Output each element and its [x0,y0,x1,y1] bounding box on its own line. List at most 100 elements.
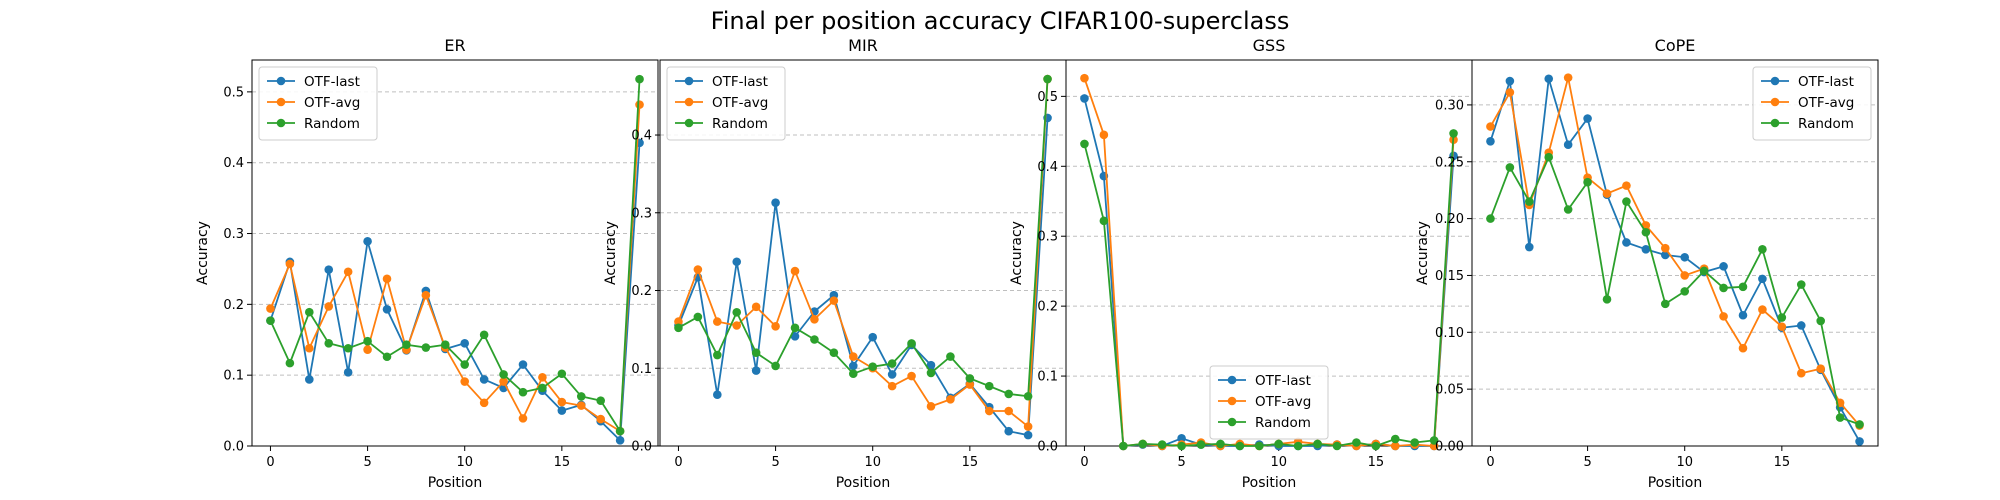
legend-marker [1227,375,1237,385]
data-point [343,368,353,377]
data-point [1023,422,1033,431]
legend-box [666,66,786,141]
data-point [615,436,625,445]
data-point [518,360,528,369]
data-point [1622,238,1631,247]
data-point [1080,73,1089,83]
x-tick-label: 0 [1080,455,1088,470]
data-point [1641,227,1651,237]
data-point [324,302,334,311]
data-point [460,360,470,369]
chart-panel-gss: 0.0 0.1 0.2 0.3 0.4 0.5 0 5 10 15 GSS Position Accur… [1009,36,1473,491]
data-point [499,370,508,379]
data-point [674,317,683,326]
data-point [1699,266,1709,276]
data-point [1525,242,1534,252]
legend-label: Random [1798,116,1854,132]
data-point [907,339,916,348]
x-axis-label: Position [836,475,891,491]
legend-label: OTF-last [712,74,768,90]
data-point [1622,181,1631,190]
data-point [1602,295,1612,304]
data-point [790,323,800,333]
data-point [1583,114,1592,123]
data-point [868,362,878,372]
data-point [1004,426,1013,436]
data-point [1583,177,1592,187]
data-point [557,397,567,407]
figure-title: Final per position accuracy CIFAR100-sup… [711,7,1290,35]
legend-label: OTF-avg [304,95,360,111]
data-point [596,396,605,405]
data-point [1758,274,1767,284]
data-point [460,339,470,348]
x-tick-label: 0 [266,455,274,470]
data-point [1119,441,1128,451]
data-point [1738,310,1748,320]
panel-title: ER [444,36,465,55]
x-tick-label: 10 [1676,455,1693,470]
data-point [984,381,994,391]
y-tick-label: 0.0 [223,440,244,455]
data-point [1254,441,1264,451]
data-point [538,383,547,393]
y-tick-label: 0.4 [223,156,244,171]
data-point [1660,299,1670,309]
legend-marker [1770,118,1780,128]
y-tick-label: 0.1 [631,362,652,377]
data-point [363,237,372,246]
data-point [324,265,334,274]
x-tick-label: 5 [1177,455,1185,470]
x-tick-label: 5 [1583,455,1591,470]
data-point [790,266,800,276]
data-point [518,387,528,397]
data-point [576,392,586,401]
data-point [1157,440,1167,449]
y-tick-label: 0.25 [1435,155,1464,170]
legend-marker [276,118,286,128]
data-point [1525,197,1534,206]
data-point [1099,130,1109,140]
y-tick-label: 0.0 [631,440,652,455]
data-point [1738,282,1748,292]
y-tick-label: 0.05 [1435,383,1464,398]
data-point [926,360,936,370]
legend: OTF-last OTF-avg Random [258,66,378,141]
data-point [1816,316,1825,326]
data-point [499,377,508,386]
legend-marker [276,97,286,107]
data-point [1505,163,1515,172]
data-point [1680,271,1690,280]
data-point [343,343,353,353]
data-point [1563,140,1573,150]
series-line-random [1489,156,1860,426]
data-point [1004,406,1013,416]
y-axis-label: Accuracy [603,221,619,285]
data-point [635,100,644,109]
axes-frame [1471,59,1879,447]
data-point [1622,197,1631,206]
x-tick-label: 15 [1774,455,1791,470]
data-point [965,374,975,383]
legend-label: OTF-last [1255,373,1311,389]
data-point [887,370,897,379]
data-point [382,352,392,362]
legend-label: Random [304,116,360,132]
y-tick-label: 0.2 [223,298,244,313]
data-point [1177,441,1186,451]
data-point [1563,73,1573,82]
data-point [421,290,431,300]
y-axis-label: Accuracy [1415,221,1431,285]
data-point [1738,343,1748,353]
legend-marker [276,76,286,86]
data-point [1719,262,1728,271]
x-axis-label: Position [428,475,483,491]
data-point [305,375,314,384]
y-tick-label: 0.10 [1435,326,1464,341]
chart-panel-cope: 0.00 0.05 0.10 0.15 0.20 0.25 0.30 0 5 10 15 CoPE Po… [1415,36,1879,491]
legend-box [258,66,378,141]
y-axis-label: Accuracy [1009,221,1025,285]
data-point [1043,74,1052,84]
data-point [713,350,722,360]
